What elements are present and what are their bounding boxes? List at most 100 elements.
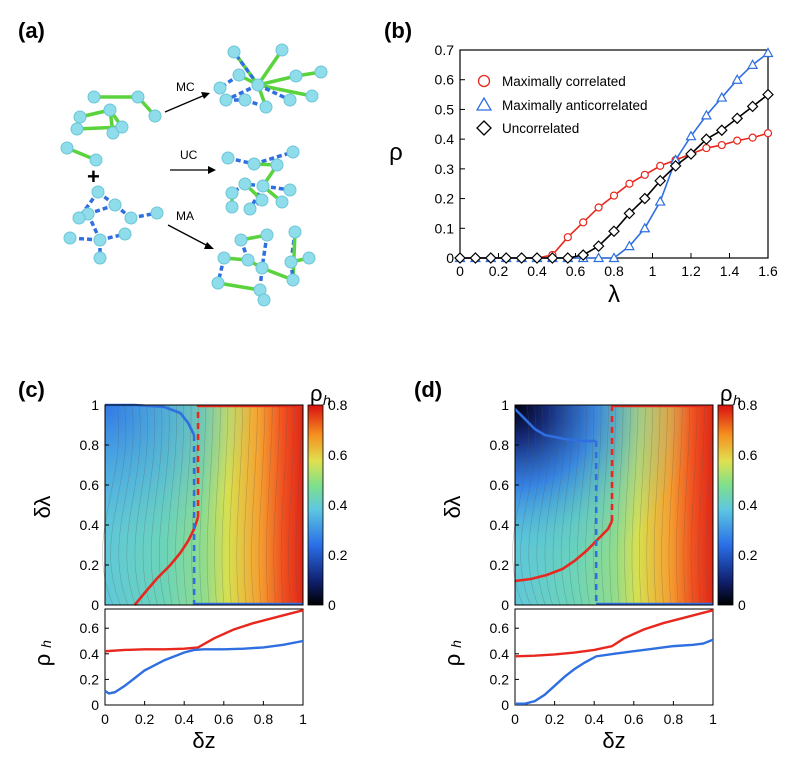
y-axis-label-sub: h (38, 640, 54, 648)
contour-line (552, 404, 566, 606)
data-point (685, 148, 697, 160)
y-tick-label: 0.6 (490, 620, 510, 636)
arrow-uc (170, 166, 216, 174)
x-tick-label: 0 (456, 263, 464, 279)
x-tick-label: 1.2 (681, 263, 701, 279)
y-tick-label: 0.2 (80, 557, 100, 573)
network-node (148, 109, 162, 123)
network-node (234, 233, 248, 247)
contour-line (158, 404, 170, 606)
contour-line (191, 404, 199, 606)
contour-line (126, 404, 141, 606)
data-point (746, 100, 759, 113)
contour-line (661, 404, 668, 606)
contour-line (653, 404, 661, 606)
contour-line (705, 404, 713, 606)
heatmap-frame (104, 404, 304, 606)
x-tick-label: 0.2 (135, 711, 155, 727)
x-tick-label: 1 (299, 711, 307, 727)
colorbar-tick-label: 0.4 (328, 497, 348, 513)
x-tick-label: 0.2 (489, 263, 509, 279)
legend-label: Uncorrelated (502, 121, 579, 136)
network-node (288, 225, 302, 239)
network-edge (217, 281, 261, 292)
network-node (91, 185, 105, 199)
y-axis-label: δλ (30, 496, 55, 519)
contour-line (536, 404, 551, 606)
network-node (103, 103, 117, 117)
network-edge (253, 150, 294, 166)
contour-line (646, 404, 654, 606)
network-node (115, 120, 129, 134)
network-edge (257, 74, 297, 87)
contour-line (683, 404, 691, 606)
panel-a-label: (a) (18, 18, 45, 43)
y-tick-label: 1 (501, 397, 509, 413)
network-edge (256, 49, 284, 86)
y-tick-label: 0.4 (80, 646, 100, 662)
y-tick-label: 0.5 (435, 101, 455, 117)
data-point (609, 191, 619, 200)
data-point (639, 222, 651, 233)
panel-b-label: (b) (384, 18, 412, 43)
y-tick-label: 0.6 (435, 72, 455, 88)
heatmap-overlay (105, 405, 303, 605)
y-axis-label: ρ (30, 654, 55, 667)
colorbar-tick-label: 0 (328, 597, 336, 613)
y-tick-label: 0.3 (435, 161, 455, 177)
colorbar-tick-label: 0 (738, 597, 746, 613)
data-point (579, 218, 588, 227)
y-tick-label: 0.7 (435, 42, 455, 58)
contour-line (676, 404, 683, 606)
network-node (238, 177, 252, 191)
data-point (654, 195, 666, 206)
network-node (227, 45, 241, 59)
curve-red (104, 609, 304, 653)
contour-line (221, 404, 229, 606)
data-point (716, 91, 728, 102)
network-node (283, 93, 297, 107)
y-axis-label: δλ (440, 496, 465, 519)
contour-line (280, 404, 288, 606)
x-axis-label: δz (192, 728, 215, 753)
network-node (314, 65, 328, 79)
network-node (213, 81, 227, 95)
boundary-red-solid (514, 520, 614, 583)
data-point (762, 47, 774, 58)
x-tick-label: 0 (511, 711, 519, 727)
network-node (225, 186, 239, 200)
boundary-blue-solid (514, 408, 597, 443)
contour-line (118, 404, 134, 606)
data-point (454, 252, 466, 264)
x-tick-label: 1.6 (758, 263, 778, 279)
network-node (73, 110, 87, 124)
network-edge (257, 83, 291, 102)
network-node (225, 200, 239, 214)
data-point (608, 225, 620, 238)
network-node (256, 179, 270, 193)
y-tick-label: 0.1 (435, 220, 455, 236)
network-node (93, 233, 107, 247)
x-tick-label: 1 (709, 711, 717, 727)
network-node (302, 251, 316, 265)
contour-line (560, 404, 573, 606)
y-tick-label: 0 (91, 597, 99, 613)
colorbar-tick-label: 0.6 (328, 447, 348, 463)
colorbar (307, 404, 324, 606)
data-point (546, 252, 559, 264)
x-tick-label: 0.4 (174, 711, 194, 727)
y-tick-label: 0.4 (490, 646, 510, 662)
network-node (211, 276, 225, 290)
plus-sign: + (87, 164, 100, 189)
network-node (217, 251, 231, 265)
legend-marker (476, 120, 492, 136)
network-node (260, 228, 274, 242)
contour-line (273, 404, 281, 606)
contour-line (295, 404, 303, 606)
arrow-ma-label: MA (176, 209, 194, 223)
data-point (762, 88, 774, 101)
network-node (251, 78, 265, 92)
network-node (72, 211, 86, 225)
network-node (63, 231, 77, 245)
